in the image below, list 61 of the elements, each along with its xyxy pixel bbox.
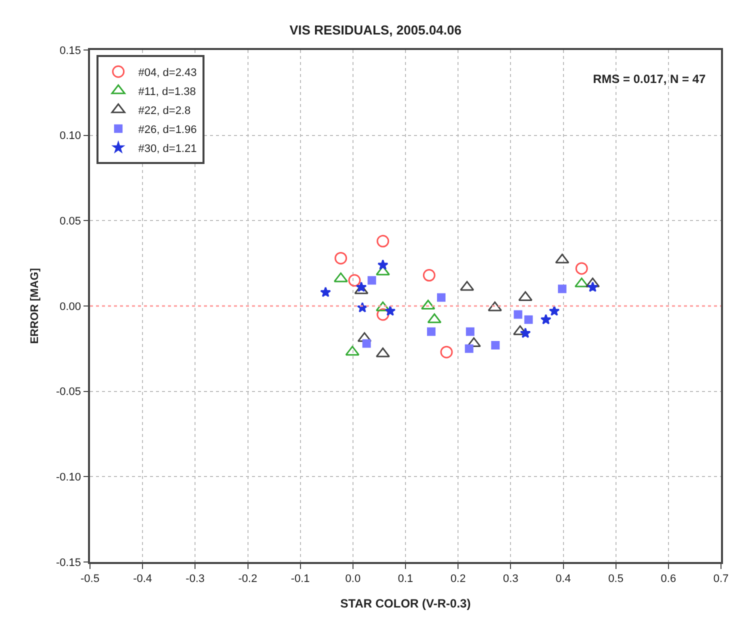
point <box>320 286 331 298</box>
point <box>524 315 533 324</box>
x-tick-label: -0.4 <box>133 572 152 585</box>
x-tick-label: -0.5 <box>80 572 100 585</box>
y-axis-title: ERROR [MAG] <box>29 268 42 344</box>
point <box>376 234 390 248</box>
point <box>362 339 371 348</box>
point <box>348 274 361 287</box>
point <box>440 346 453 358</box>
point <box>514 310 522 319</box>
x-tick-label: 0.1 <box>398 572 414 585</box>
x-tick-label: 0.5 <box>608 572 624 585</box>
legend-label: #04, d=2.43 <box>138 66 197 79</box>
x-tick-label: 0.2 <box>450 572 466 585</box>
y-tick-label: 0.00 <box>60 300 82 313</box>
point <box>464 344 474 353</box>
point <box>466 327 474 336</box>
point <box>488 301 502 312</box>
legend-label: #30, d=1.21 <box>138 142 197 155</box>
legend-label: #26, d=1.96 <box>138 124 197 136</box>
chart-title: VIS RESIDUALS, 2005.04.06 <box>290 22 462 38</box>
y-tick-label: 0.15 <box>60 44 82 57</box>
y-tick-label: -0.15 <box>56 556 82 569</box>
point <box>466 337 481 348</box>
point <box>427 327 436 336</box>
point <box>520 328 531 338</box>
point <box>377 259 388 270</box>
y-tick-label: -0.10 <box>56 472 82 484</box>
point <box>548 305 560 316</box>
point <box>460 280 474 291</box>
point <box>334 272 348 282</box>
y-tick-label: 0.05 <box>60 216 82 228</box>
x-tick-label: 0.3 <box>503 572 518 585</box>
point <box>587 282 598 292</box>
annotation: RMS = 0.017, N = 47 <box>593 72 706 86</box>
legend-label: #11, d=1.38 <box>138 86 196 98</box>
point <box>422 269 436 282</box>
point <box>540 314 552 324</box>
point <box>575 262 588 275</box>
x-tick-label: -0.2 <box>238 572 258 585</box>
x-tick-label: 0.7 <box>713 572 729 585</box>
point <box>356 282 367 292</box>
point <box>491 341 500 350</box>
x-tick-label: -0.3 <box>186 572 205 585</box>
point <box>376 308 390 321</box>
x-tick-label: 0.4 <box>556 572 571 585</box>
x-axis-title: STAR COLOR (V-R-0.3) <box>340 596 471 610</box>
x-tick-label: 0.0 <box>345 572 361 585</box>
point <box>334 252 348 264</box>
x-tick-label: 0.6 <box>660 572 676 585</box>
point <box>384 305 396 316</box>
point <box>368 276 376 285</box>
legend-label: #22, d=2.8 <box>138 104 191 117</box>
y-tick-label: 0.10 <box>60 130 82 142</box>
point <box>437 293 446 302</box>
point <box>427 313 442 324</box>
point <box>376 301 390 312</box>
x-tick-label: -0.1 <box>290 572 310 585</box>
point <box>558 284 566 294</box>
point <box>345 346 360 356</box>
y-tick-label: -0.05 <box>56 386 82 398</box>
